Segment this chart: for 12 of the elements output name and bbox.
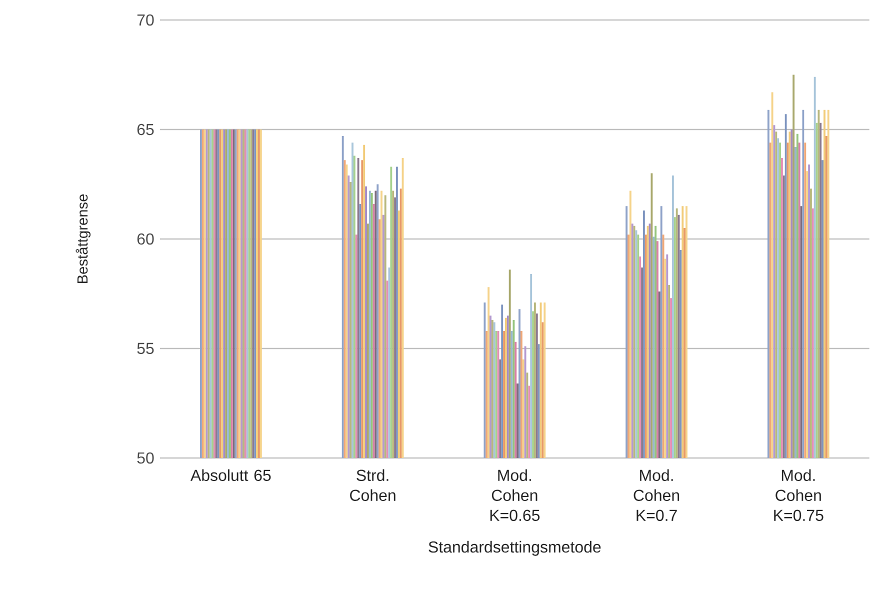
y-tick-label: 70 <box>137 14 154 26</box>
x-axis-title: Standardsettingsmetode <box>428 540 601 556</box>
x-tick-label: Mod. Cohen K=0.7 <box>634 469 680 522</box>
y-tick-label: 60 <box>137 233 154 245</box>
x-tick-label: Mod. Cohen K=0.65 <box>490 469 540 522</box>
x-tick-label: Strd. Cohen <box>350 469 396 502</box>
y-tick-label: 50 <box>137 452 154 464</box>
y-tick-label: 65 <box>137 124 154 136</box>
x-tick-label: Absolutt 65 <box>190 469 271 482</box>
x-tick-label: Mod. Cohen K=0.75 <box>774 469 824 522</box>
y-tick-label: 55 <box>137 342 154 354</box>
y-axis-title: Beståttgrense <box>76 194 91 284</box>
